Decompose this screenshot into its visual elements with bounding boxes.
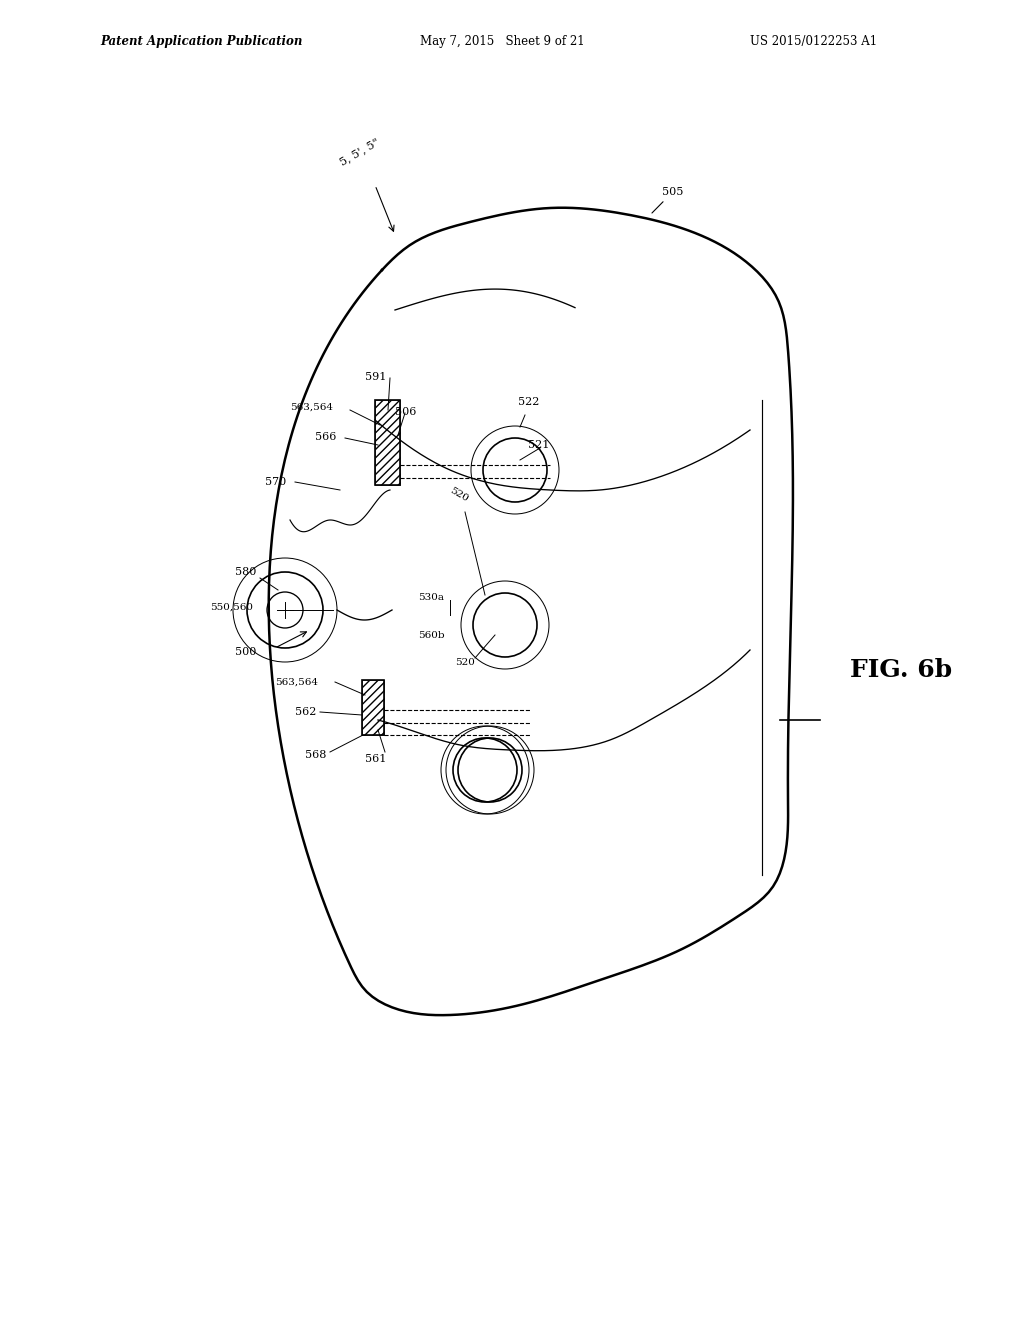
Text: 530a: 530a	[418, 593, 443, 602]
Text: 563,564: 563,564	[289, 403, 332, 412]
Text: May 7, 2015   Sheet 9 of 21: May 7, 2015 Sheet 9 of 21	[420, 36, 584, 48]
Text: 570: 570	[265, 477, 286, 487]
Text: 562: 562	[294, 708, 316, 717]
Bar	[362, 680, 383, 735]
Text: 580: 580	[234, 568, 256, 577]
Text: 566: 566	[315, 432, 336, 442]
Text: 506: 506	[394, 407, 416, 417]
Text: 560b: 560b	[418, 631, 444, 640]
Text: 568: 568	[305, 750, 326, 760]
Text: 561: 561	[365, 754, 386, 764]
Text: 520: 520	[447, 486, 470, 504]
Text: 550,560: 550,560	[210, 603, 253, 612]
Text: 520: 520	[454, 657, 475, 667]
Bar	[375, 400, 399, 484]
Text: 500: 500	[234, 647, 256, 657]
Text: 505: 505	[651, 187, 683, 213]
Text: FIG. 6b: FIG. 6b	[849, 657, 951, 682]
Text: 521: 521	[528, 440, 549, 450]
Text: 591: 591	[365, 372, 386, 381]
Text: 5, 5', 5": 5, 5', 5"	[338, 136, 381, 168]
Text: 522: 522	[518, 397, 539, 407]
Text: US 2015/0122253 A1: US 2015/0122253 A1	[749, 36, 876, 48]
Text: Patent Application Publication: Patent Application Publication	[100, 36, 302, 48]
Bar	[362, 680, 383, 735]
Text: 563,564: 563,564	[275, 678, 318, 686]
Bar	[375, 400, 399, 484]
